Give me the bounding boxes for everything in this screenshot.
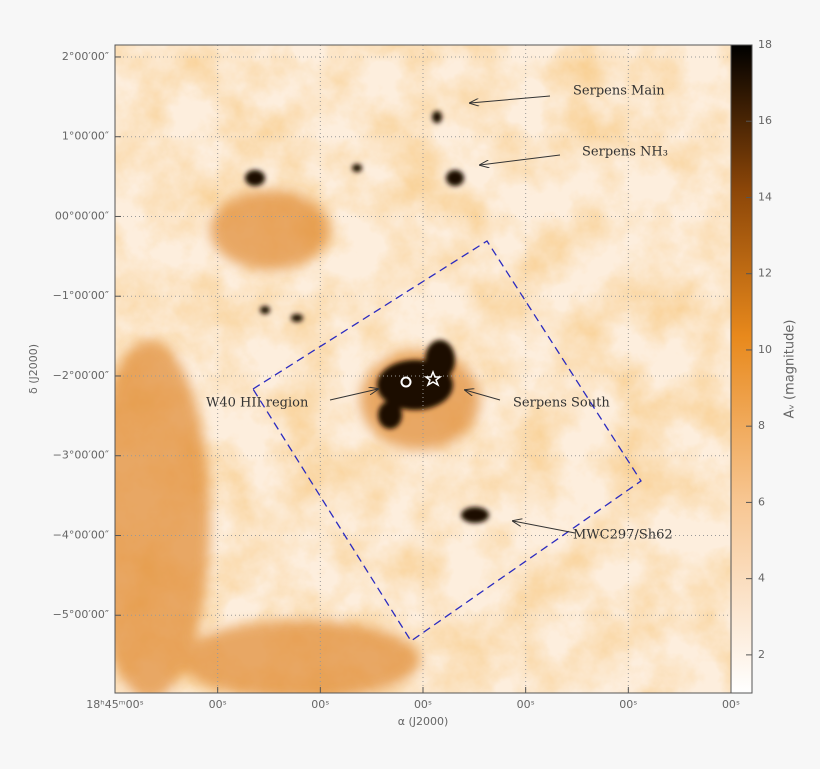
annotation: W40 HII region [206, 396, 309, 411]
y-tick-label: −5°00′00″ [53, 608, 109, 621]
y-tick-label: −2°00′00″ [53, 369, 109, 382]
y-axis-label: δ (J2000) [27, 344, 40, 394]
colorbar-tick-label: 12 [758, 267, 772, 280]
colorbar-tick-label: 2 [758, 648, 765, 661]
x-tick-label: 18ʰ45ᵐ00ˢ [86, 698, 143, 711]
y-tick-label: −3°00′00″ [53, 449, 109, 462]
colorbar-tick-label: 8 [758, 419, 765, 432]
colorbar-tick-label: 10 [758, 343, 772, 356]
colorbar-label: Aᵥ (magnitude) [783, 320, 798, 419]
y-tick-label: −4°00′00″ [53, 528, 109, 541]
arrow [465, 390, 501, 401]
x-tick-label: 00ˢ [517, 698, 535, 711]
arrow [513, 521, 576, 534]
y-tick-label: 2°00′00″ [62, 50, 109, 63]
annotation: Serpens NH₃ [582, 145, 668, 160]
x-tick-label: 00ˢ [414, 698, 432, 711]
colorbar [730, 44, 753, 694]
colorbar-tick-label: 6 [758, 495, 765, 508]
arrow [470, 95, 551, 103]
arrow [329, 389, 378, 401]
y-tick-label: 00°00′00″ [55, 209, 109, 222]
w40-marker [400, 376, 412, 388]
arrow [480, 154, 561, 165]
extinction-image [115, 45, 731, 693]
annotation: Serpens Main [573, 84, 665, 99]
y-tick-label: 1°00′00″ [62, 130, 109, 143]
x-tick-label: 00ˢ [619, 698, 637, 711]
x-tick-label: 00ˢ [209, 698, 227, 711]
colorbar-tick-label: 4 [758, 572, 765, 585]
colorbar-tick-label: 16 [758, 114, 772, 127]
survey-outline [252, 240, 642, 642]
x-tick-label: 00ˢ [722, 698, 740, 711]
star-marker [423, 369, 443, 387]
x-axis-label: α (J2000) [398, 715, 449, 728]
annotation: MWC297/Sh62 [573, 528, 673, 543]
colorbar-tick-label: 18 [758, 38, 772, 51]
y-tick-label: −1°00′00″ [53, 289, 109, 302]
annotation: Serpens South [513, 396, 610, 411]
x-tick-label: 00ˢ [311, 698, 329, 711]
colorbar-tick-label: 14 [758, 190, 772, 203]
